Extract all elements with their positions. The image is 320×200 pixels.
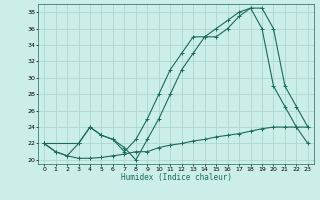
- X-axis label: Humidex (Indice chaleur): Humidex (Indice chaleur): [121, 173, 231, 182]
